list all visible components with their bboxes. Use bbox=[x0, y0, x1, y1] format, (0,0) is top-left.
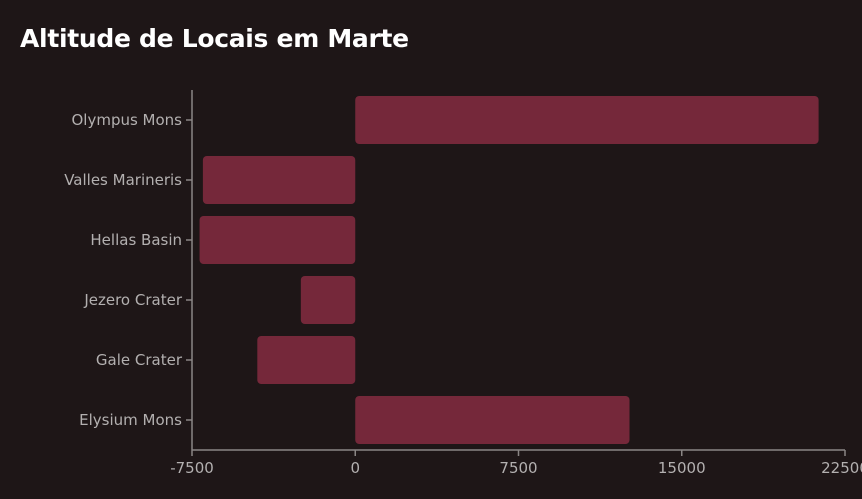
chart-title: Altitude de Locais em Marte bbox=[20, 24, 409, 53]
bar-jezero-crater bbox=[300, 276, 356, 324]
y-tick-label: Hellas Basin bbox=[90, 231, 182, 249]
y-tick-label: Valles Marineris bbox=[64, 171, 182, 189]
bar-olympus-mons bbox=[355, 96, 819, 144]
axes-group: Olympus Mons Valles Marineris Hellas Basin… bbox=[64, 90, 862, 477]
bars-group bbox=[199, 96, 819, 444]
y-tick-label: Elysium Mons bbox=[79, 411, 182, 429]
x-tick-label: 7500 bbox=[499, 459, 537, 477]
x-tick-label: 0 bbox=[350, 459, 360, 477]
bar-elysium-mons bbox=[355, 396, 630, 444]
x-tick-label: 15000 bbox=[658, 459, 706, 477]
y-tick-label: Gale Crater bbox=[96, 351, 183, 369]
x-tick-label: 22500 bbox=[821, 459, 862, 477]
y-tick-label: Olympus Mons bbox=[71, 111, 182, 129]
bar-valles-marineris bbox=[202, 156, 356, 204]
x-tick-label: -7500 bbox=[170, 459, 214, 477]
bar-gale-crater bbox=[257, 336, 356, 384]
y-tick-label: Jezero Crater bbox=[83, 291, 182, 309]
bar-hellas-basin bbox=[199, 216, 356, 264]
